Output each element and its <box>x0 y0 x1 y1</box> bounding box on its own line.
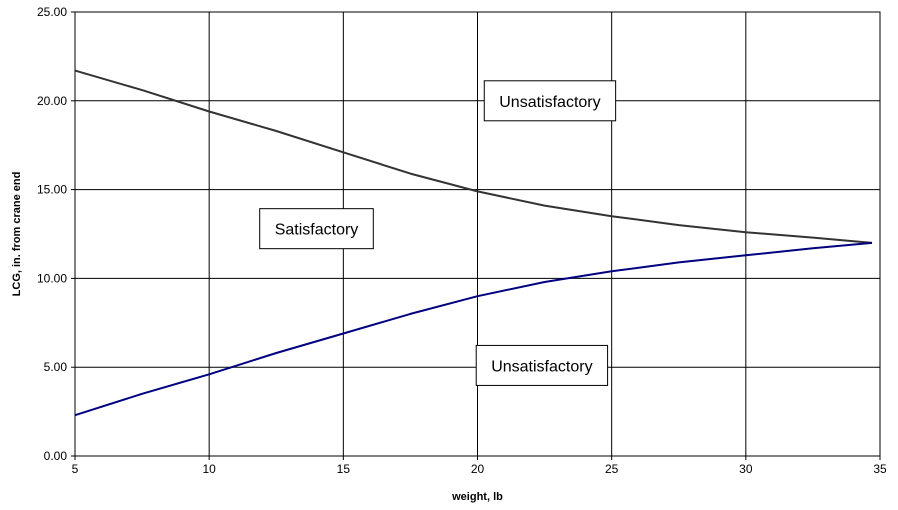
region-label: Unsatisfactory <box>483 80 617 122</box>
region-label-box <box>475 344 609 386</box>
y-axis-ticks: 0.00 5.00 10.00 15.00 20.00 25.00 <box>37 5 75 463</box>
x-axis-label: weight, lb <box>451 491 503 503</box>
region-annotations: Unsatisfactory Satisfactory Unsatisfactory <box>259 80 617 386</box>
region-label: Unsatisfactory <box>475 344 609 386</box>
x-tick-label: 20 <box>471 462 485 476</box>
region-label-box <box>259 208 374 250</box>
region-label: Satisfactory <box>259 208 374 250</box>
region-label-text: Unsatisfactory <box>499 94 600 111</box>
y-tick-label: 0.00 <box>44 449 68 463</box>
series-line-1 <box>74 69 873 244</box>
y-axis-label: LCG, in. from crane end <box>11 172 23 297</box>
series-line-2 <box>74 241 873 417</box>
x-tick-label: 30 <box>739 462 753 476</box>
x-tick-label: 25 <box>605 462 619 476</box>
region-label-text: Unsatisfactory <box>491 358 592 375</box>
y-tick-label: 5.00 <box>44 360 68 374</box>
x-axis-ticks: 5 10 15 20 25 30 35 <box>72 456 887 476</box>
x-tick-label: 10 <box>202 462 216 476</box>
y-tick-label: 10.00 <box>37 271 67 285</box>
y-tick-label: 15.00 <box>37 183 67 197</box>
region-label-box <box>483 80 617 122</box>
y-tick-label: 20.00 <box>37 94 67 108</box>
x-tick-label: 15 <box>337 462 351 476</box>
x-tick-label: 5 <box>72 462 79 476</box>
y-tick-label: 25.00 <box>37 5 67 19</box>
series-lines <box>74 69 873 417</box>
region-label-text: Satisfactory <box>275 222 359 239</box>
x-tick-label: 35 <box>873 462 887 476</box>
